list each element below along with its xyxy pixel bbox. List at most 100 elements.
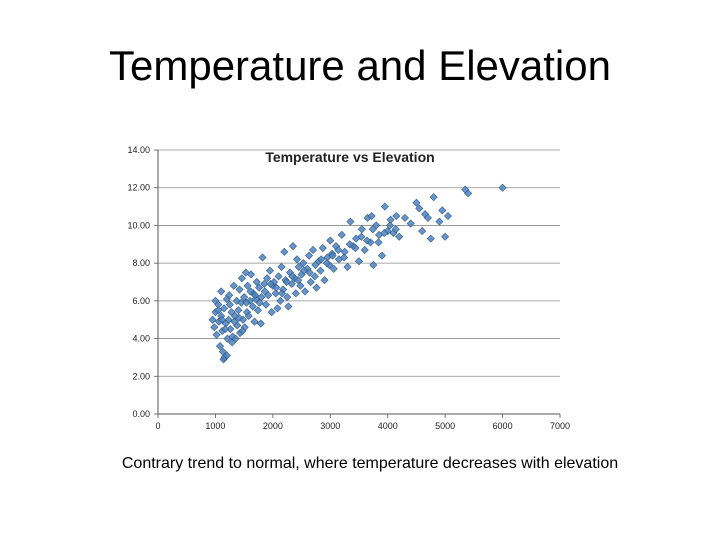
data-point (380, 228, 389, 237)
slide-title: Temperature and Elevation (109, 42, 611, 89)
x-tick-label: 6000 (493, 421, 513, 431)
data-point (247, 270, 256, 279)
data-point (284, 302, 293, 311)
data-point (272, 283, 281, 292)
data-point (429, 193, 438, 202)
data-point (368, 225, 377, 234)
x-tick-label: 4000 (378, 421, 398, 431)
data-point (232, 296, 241, 305)
data-point (276, 296, 285, 305)
data-point (225, 291, 234, 300)
data-point (273, 304, 282, 313)
data-point (215, 342, 225, 351)
data-point (351, 244, 360, 253)
data-point (222, 351, 231, 360)
data-point (354, 257, 364, 266)
data-point (221, 325, 230, 334)
data-point (255, 298, 264, 307)
data-point (280, 247, 289, 256)
data-point (310, 272, 319, 281)
data-point (271, 289, 280, 298)
data-point (343, 262, 352, 271)
data-point (329, 264, 338, 273)
data-point (267, 308, 276, 317)
data-point (367, 211, 376, 221)
chart-axes (154, 149, 561, 418)
data-point (374, 238, 383, 247)
data-point (240, 293, 249, 302)
data-point (265, 266, 275, 275)
data-point (441, 232, 450, 241)
data-point (357, 232, 366, 241)
x-tick-label: 2000 (263, 421, 283, 431)
y-tick-label: 6.00 (132, 296, 150, 306)
data-point (261, 300, 270, 309)
data-point (395, 232, 404, 241)
x-tick-label: 1000 (205, 421, 225, 431)
data-point (260, 279, 269, 288)
y-tick-label: 12.00 (127, 183, 150, 193)
data-point (305, 268, 314, 277)
data-point (214, 306, 223, 315)
data-point (242, 298, 251, 307)
data-point (277, 262, 286, 271)
y-tick-label: 0.00 (132, 409, 150, 419)
data-point (258, 253, 267, 262)
data-point (391, 225, 400, 234)
x-tick-label: 0 (155, 421, 160, 431)
data-point (212, 330, 221, 339)
data-point (282, 277, 291, 287)
data-point (253, 306, 262, 315)
data-point (274, 272, 283, 281)
data-point (337, 230, 346, 239)
data-point (320, 276, 329, 285)
y-tick-label: 14.00 (127, 145, 150, 155)
data-point (363, 236, 372, 245)
scatter-chart: 0.00 2.00 4.00 6.00 8.00 10.00 12.00 14.00 0 1000… (127, 145, 570, 431)
data-point (234, 313, 243, 322)
chart-title: Temperature vs Elevation (265, 149, 434, 165)
data-point (316, 266, 325, 275)
data-point (334, 245, 343, 254)
data-point (229, 281, 238, 290)
data-point (312, 283, 321, 292)
data-point (357, 225, 366, 234)
x-tick-label: 5000 (435, 421, 455, 431)
data-point (250, 317, 259, 326)
data-point (345, 240, 354, 249)
y-tick-label: 8.00 (132, 258, 150, 268)
data-point (288, 242, 297, 251)
data-point (426, 234, 435, 243)
data-point (217, 315, 226, 324)
data-point (415, 204, 424, 213)
data-point (309, 245, 318, 254)
data-point (392, 211, 401, 221)
data-point (288, 272, 297, 281)
data-point (438, 206, 447, 215)
data-point (328, 251, 337, 260)
data-point (300, 287, 310, 296)
data-point (231, 334, 240, 343)
data-point (246, 287, 255, 296)
data-point (294, 276, 303, 285)
data-point (251, 291, 260, 300)
data-point (224, 315, 233, 324)
data-point (255, 283, 264, 292)
data-point (263, 274, 272, 283)
chart-ticks: 0.00 2.00 4.00 6.00 8.00 10.00 12.00 14.00 0 1000… (127, 145, 570, 431)
data-point (235, 285, 244, 294)
data-point (243, 281, 252, 290)
data-point (220, 304, 229, 313)
data-point (248, 302, 257, 311)
x-tick-label: 3000 (320, 421, 340, 431)
data-point (237, 274, 246, 283)
data-point (234, 306, 243, 315)
data-point (317, 255, 326, 264)
data-point (406, 219, 415, 228)
data-point (318, 244, 327, 253)
data-point (498, 183, 507, 192)
data-point (305, 251, 314, 260)
data-point (340, 253, 349, 262)
data-point (311, 261, 320, 270)
data-point (443, 211, 453, 221)
